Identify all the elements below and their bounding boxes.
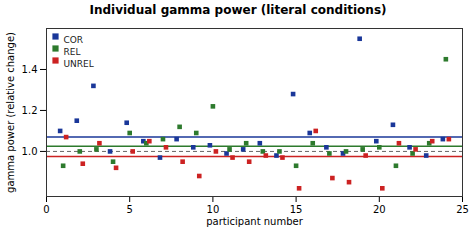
svg-text:REL: REL bbox=[64, 47, 81, 57]
svg-text:1.2: 1.2 bbox=[22, 105, 38, 116]
svg-text:10: 10 bbox=[207, 204, 220, 215]
svg-text:participant number: participant number bbox=[206, 216, 303, 227]
svg-text:0: 0 bbox=[43, 204, 49, 215]
svg-text:25: 25 bbox=[456, 204, 469, 215]
svg-text:1.0: 1.0 bbox=[22, 146, 38, 157]
svg-text:15: 15 bbox=[290, 204, 303, 215]
svg-text:COR: COR bbox=[64, 35, 84, 45]
svg-text:gamma power (relative change): gamma power (relative change) bbox=[5, 32, 16, 193]
svg-text:UNREL: UNREL bbox=[64, 59, 94, 69]
html-text:Individual gamma power (litera: Individual gamma power (literal conditio… bbox=[89, 3, 387, 17]
svg-text:5: 5 bbox=[127, 204, 133, 215]
svg-text:20: 20 bbox=[373, 204, 386, 215]
svg-text:1.4: 1.4 bbox=[22, 64, 38, 75]
